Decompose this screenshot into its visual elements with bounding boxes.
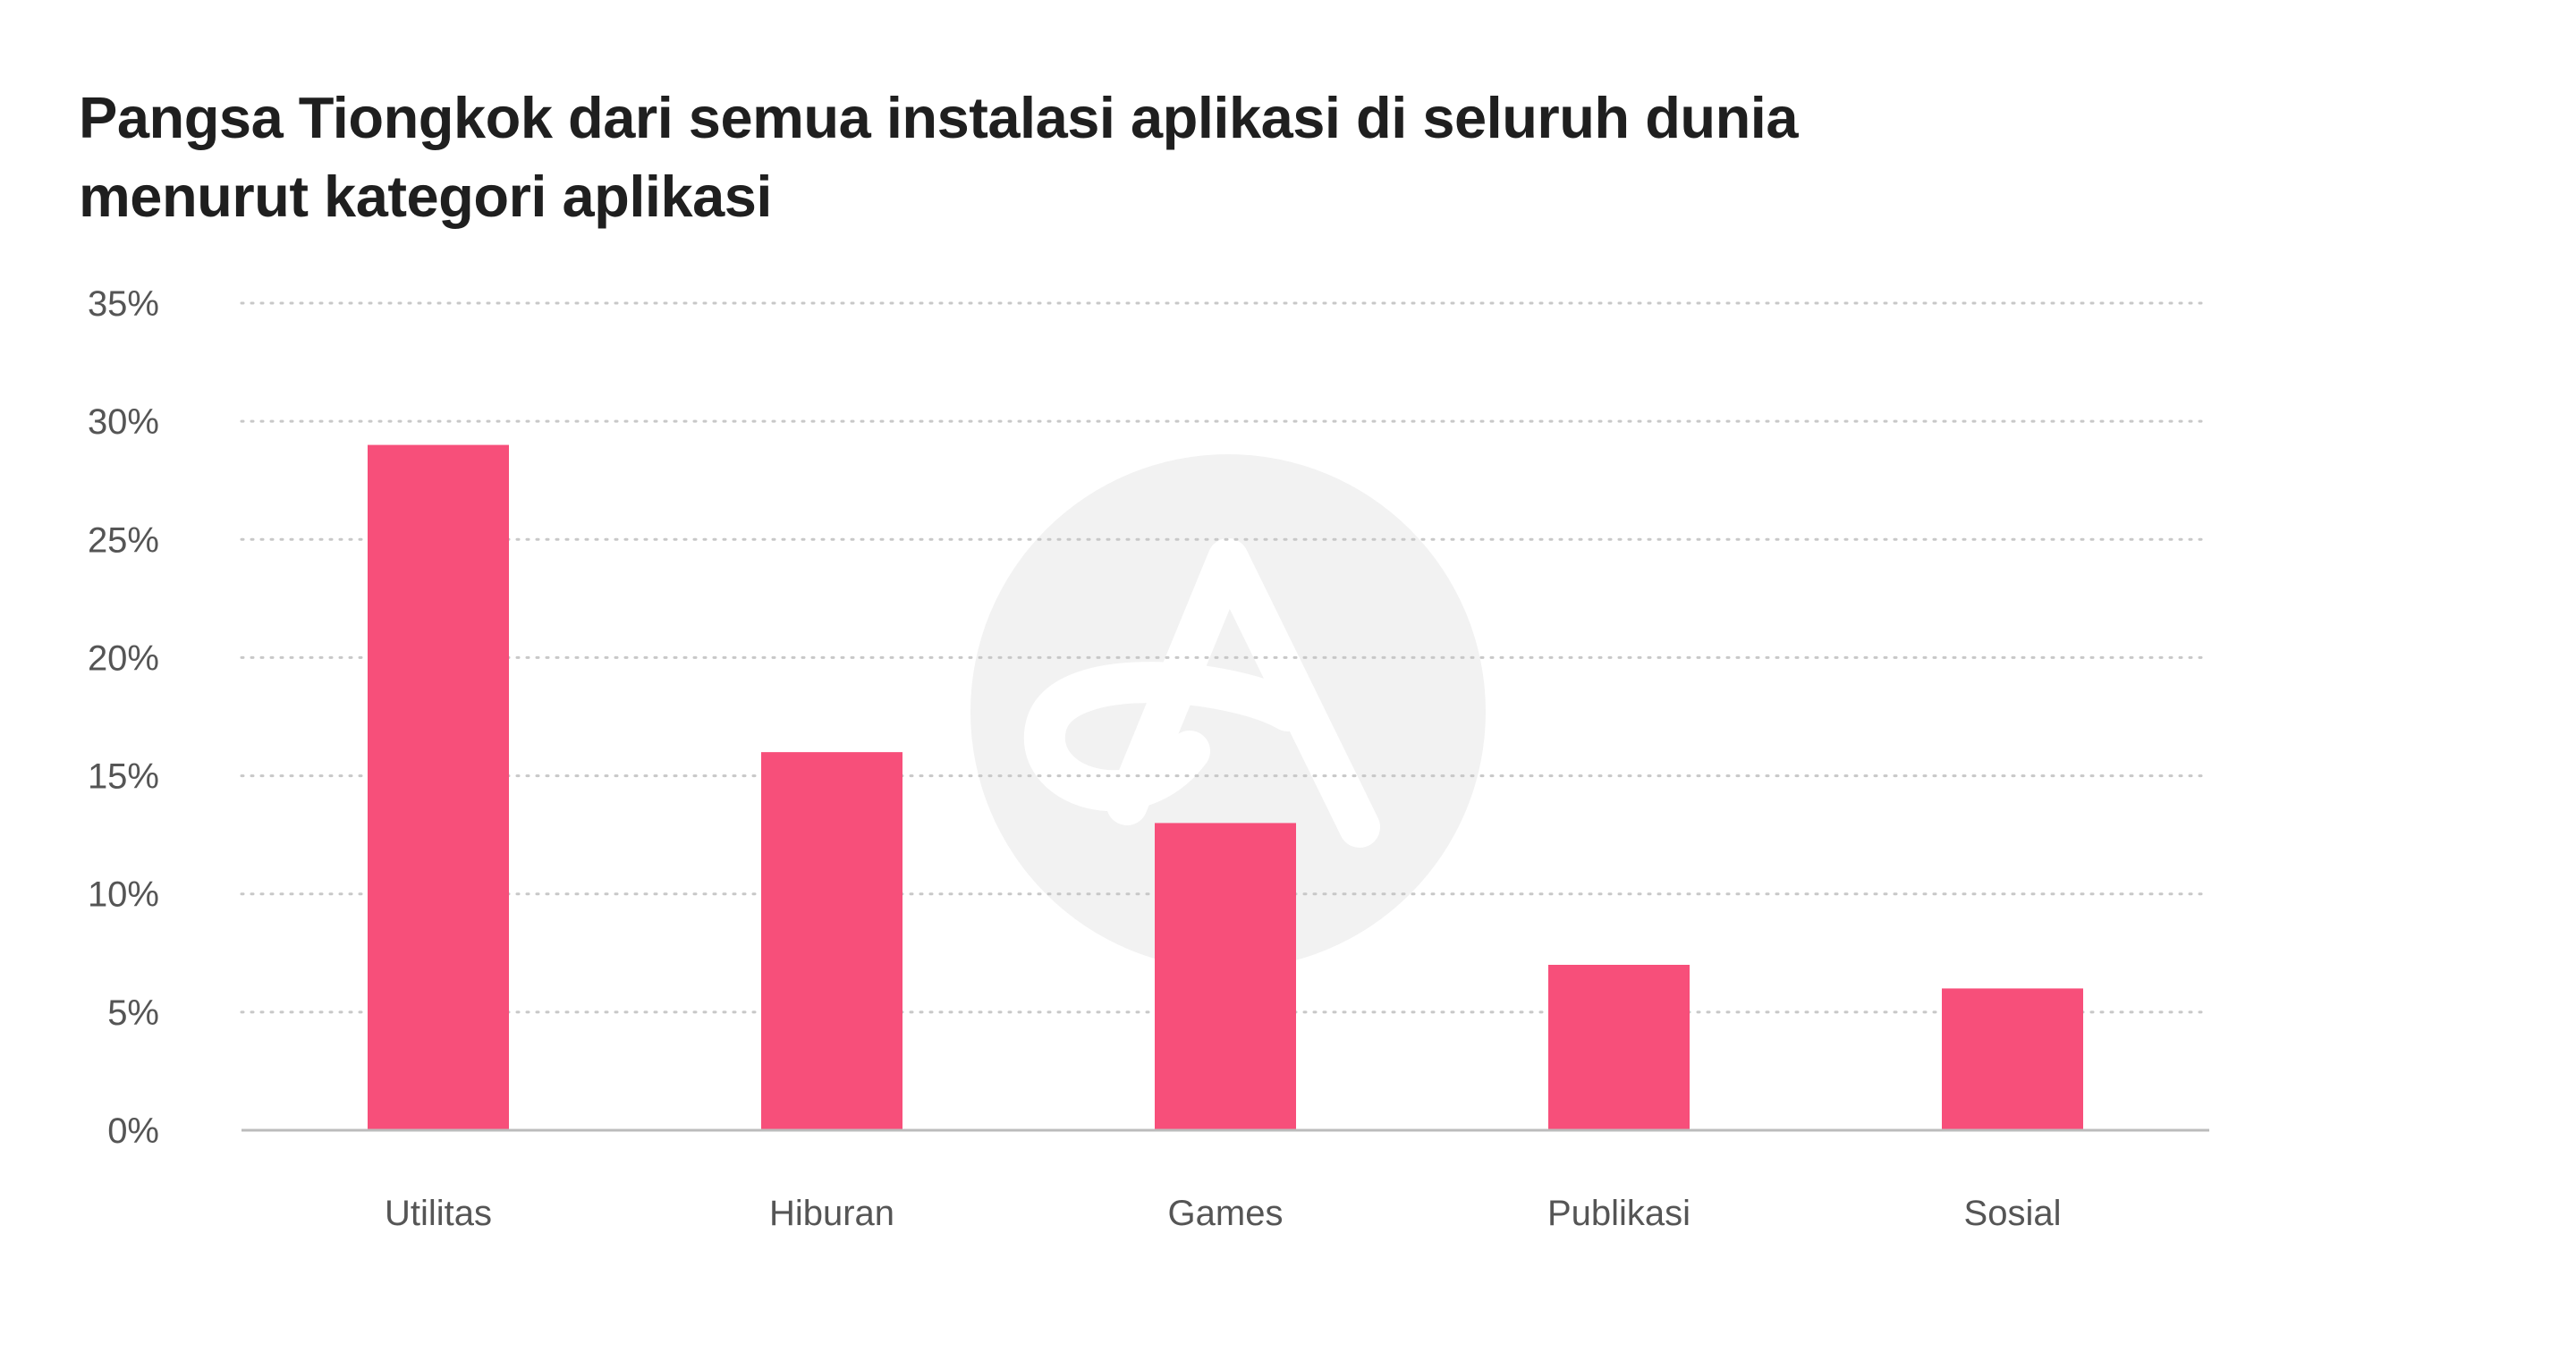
chart-title-line-2: menurut kategori aplikasi [79, 164, 772, 229]
x-tick-label: Hiburan [769, 1194, 894, 1233]
y-tick-label: 15% [88, 757, 159, 797]
x-tick-label: Utilitas [385, 1194, 492, 1233]
y-tick-label: 5% [107, 993, 159, 1033]
x-tick-label: Sosial [1964, 1194, 2062, 1233]
x-tick-label: Games [1168, 1194, 1284, 1233]
bar-games [1155, 823, 1296, 1130]
y-tick-label: 10% [88, 875, 159, 915]
y-tick-label: 20% [88, 638, 159, 678]
y-tick-label: 25% [88, 520, 159, 560]
chart-title-line-1: Pangsa Tiongkok dari semua instalasi apl… [79, 85, 1799, 150]
watermark-logo-icon [970, 454, 1486, 969]
bar-hiburan [761, 752, 902, 1130]
x-tick-label: Publikasi [1547, 1194, 1690, 1233]
y-tick-label: 30% [88, 402, 159, 442]
chart-title: Pangsa Tiongkok dari semua instalasi apl… [79, 79, 2315, 236]
bar-sosial [1942, 988, 2083, 1130]
y-tick-label: 0% [107, 1111, 159, 1151]
bar-utilitas [368, 444, 509, 1131]
bar-publikasi [1548, 965, 1690, 1130]
y-tick-label: 35% [88, 284, 159, 324]
